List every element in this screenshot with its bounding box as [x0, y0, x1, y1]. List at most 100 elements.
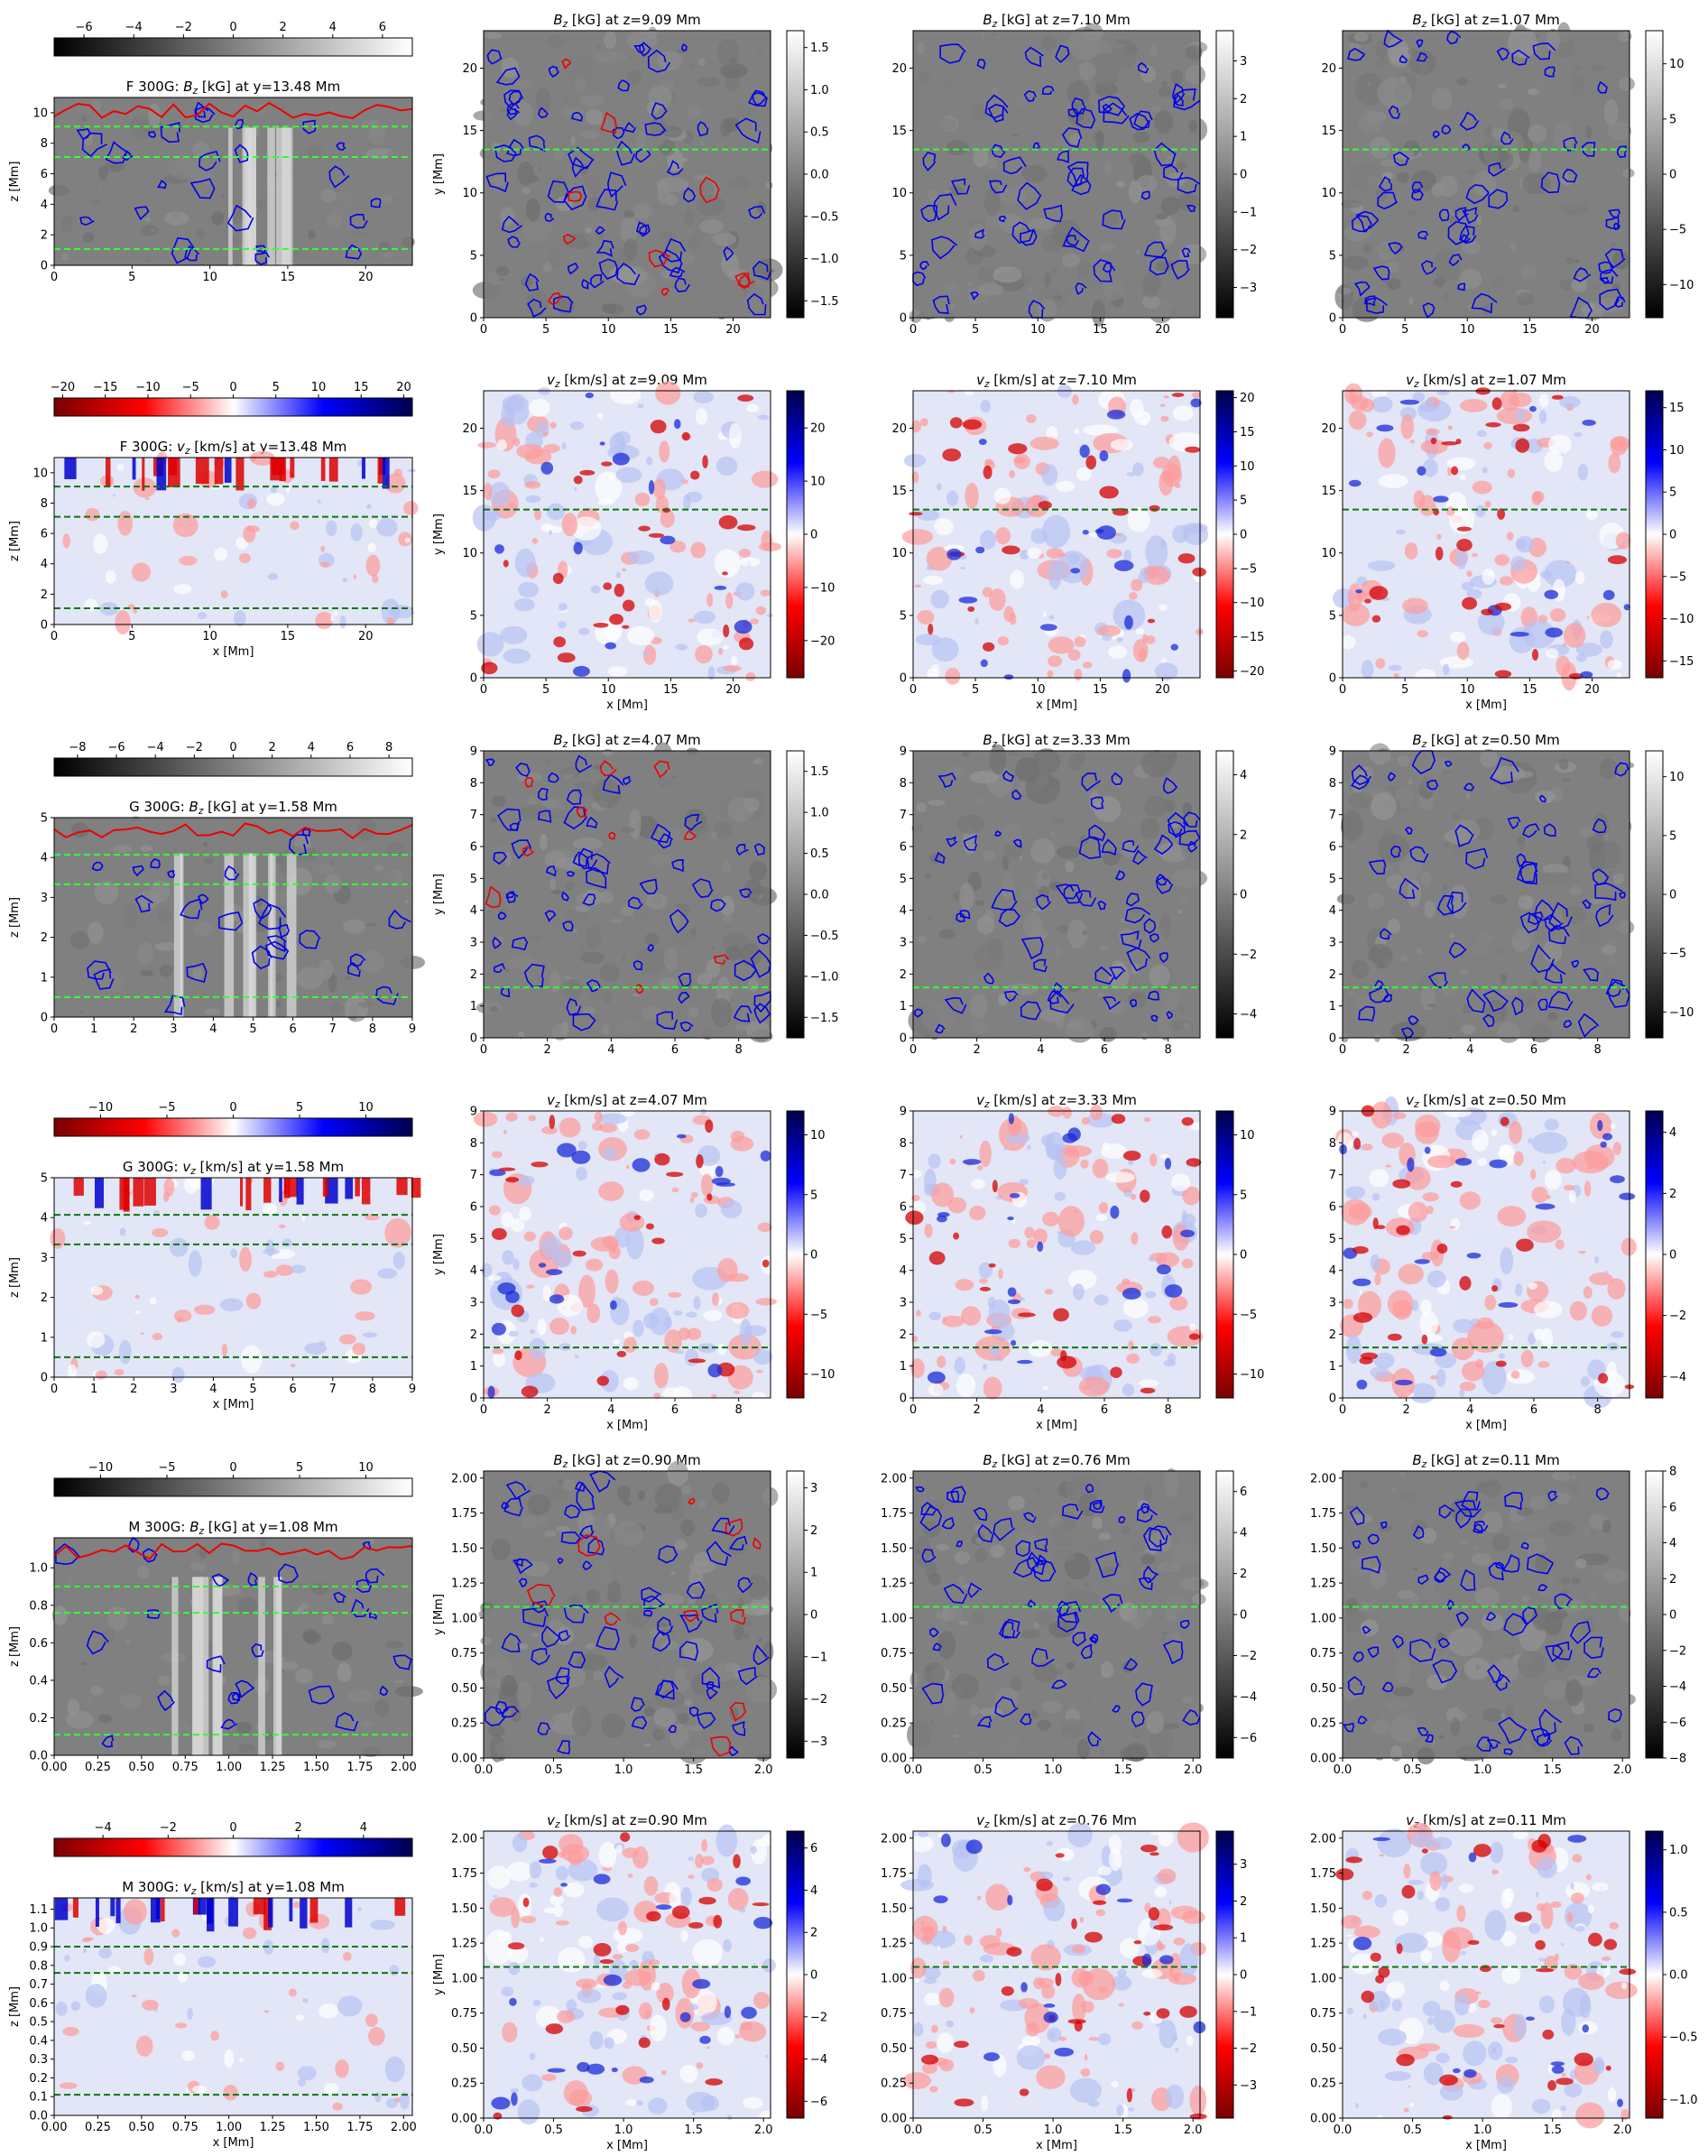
blue-contour: [1174, 93, 1185, 106]
side-panel-G-bz: −8 −6 −4 −2 0 2 4 6 8G 300G: Bz [kG] at y=1.58 M…: [8, 741, 426, 1036]
field-texture-blob: [1420, 440, 1448, 455]
field-texture-blob: [384, 473, 406, 494]
field-texture-blob: [625, 1226, 644, 1260]
flow-feature: [1161, 1225, 1173, 1239]
field-texture-blob: [1571, 277, 1588, 292]
field-texture-blob: [531, 868, 538, 874]
colorbar-tick-label: −1.5: [810, 1012, 839, 1025]
field-texture-blob: [365, 922, 377, 928]
field-texture-blob: [593, 779, 622, 809]
field-texture-blob: [370, 119, 378, 136]
flow-feature: [572, 1250, 586, 1257]
field-texture-blob: [1559, 395, 1581, 409]
blue-contour: [956, 1541, 963, 1548]
field-texture-blob: [286, 104, 294, 111]
blue-contour: [639, 878, 659, 895]
field-texture-blob: [678, 254, 695, 264]
blue-contour: [351, 1598, 370, 1618]
blue-contour: [987, 103, 1009, 123]
field-texture-blob: [586, 1303, 601, 1324]
field-texture-blob: [929, 2086, 938, 2093]
colorbar-tick-label: 3: [810, 1482, 817, 1495]
colorbar-tick-label: 10: [1669, 771, 1685, 784]
field-texture-blob: [236, 1596, 258, 1615]
y-tick-label: 4: [1329, 1264, 1336, 1278]
blue-contour: [495, 67, 521, 86]
blue-contour: [706, 1680, 716, 1689]
field-texture-blob: [1138, 572, 1149, 584]
field-texture-blob: [749, 618, 760, 625]
field-texture-blob: [1442, 1557, 1453, 1566]
y-tick-label: 15: [1321, 485, 1336, 498]
field-texture-blob: [1101, 208, 1120, 227]
field-texture-blob: [485, 32, 503, 40]
field-texture-blob: [948, 985, 960, 1000]
field-texture-blob: [561, 513, 578, 537]
blue-contour: [1537, 1732, 1553, 1747]
field-texture-blob: [1126, 472, 1135, 477]
blue-contour: [1062, 226, 1090, 253]
flow-feature: [1055, 1972, 1062, 1986]
blue-contour: [1595, 903, 1614, 928]
axes-frame: [53, 1897, 413, 2116]
field-texture-blob: [901, 529, 934, 545]
field-texture-blob: [1461, 1361, 1485, 1382]
blue-contour: [1085, 1484, 1094, 1494]
field-texture-blob: [263, 1248, 280, 1255]
field-texture-blob: [487, 469, 501, 479]
field-texture-blob: [1149, 964, 1170, 988]
field-texture-blob: [1393, 672, 1399, 678]
field-texture-blob: [1605, 1981, 1638, 2000]
blue-contour: [1111, 772, 1123, 786]
field-texture-blob: [945, 667, 961, 685]
blue-contour: [1098, 96, 1126, 116]
red-contour: [577, 1534, 601, 1557]
field-texture-blob: [1556, 1158, 1576, 1174]
colorbar-tick-label: 0.5: [810, 847, 829, 861]
blue-contour: [723, 245, 734, 262]
x-tick-label: 0.5: [974, 2124, 992, 2137]
colorbar-tick-label: −10: [1240, 597, 1264, 610]
field-texture-blob: [1170, 1905, 1199, 1920]
flow-feature: [1007, 1894, 1013, 1906]
blue-contour: [1343, 1722, 1355, 1733]
field-texture-blob: [296, 967, 324, 990]
flow-feature: [545, 1269, 563, 1275]
y-tick-label: 8: [900, 1137, 907, 1151]
field-texture-blob: [384, 1641, 404, 1649]
x-tick-label: 4: [1037, 1043, 1044, 1057]
flow-feature: [542, 1846, 559, 1860]
field-texture-blob: [745, 1676, 778, 1704]
field-texture-blob: [564, 882, 575, 891]
field-texture-blob: [1010, 569, 1024, 589]
field-texture-blob: [1097, 1986, 1109, 1994]
flow-feature: [1421, 1334, 1428, 1345]
y-tick-label: 4: [900, 1264, 907, 1278]
field-texture-blob: [1573, 432, 1583, 437]
field-texture-blob: [1185, 64, 1205, 86]
flow-feature: [601, 461, 613, 467]
field-texture-blob: [639, 1189, 654, 1202]
field-texture-blob: [1505, 2056, 1519, 2064]
x-tick-label: 20: [725, 323, 741, 337]
field-texture-blob: [1447, 425, 1453, 430]
field-texture-blob: [689, 1197, 695, 1203]
colorbar-tick-label: −2: [186, 741, 203, 754]
field-texture-blob: [1569, 1300, 1587, 1321]
surface-flow-cell: [290, 458, 295, 478]
blue-contour: [915, 1485, 925, 1493]
blue-contour: [81, 132, 108, 158]
field-texture-blob: [535, 2005, 561, 2029]
field-texture-blob: [300, 1603, 309, 1609]
surface-flow-cell: [263, 1898, 272, 1930]
field-texture-blob: [1128, 153, 1147, 168]
blue-contour: [1129, 112, 1149, 131]
field-texture-blob: [961, 1306, 982, 1326]
field-texture-blob: [1178, 1003, 1186, 1013]
colorbar-tick-label: −6: [810, 2096, 827, 2109]
x-tick-label: 0: [1339, 323, 1346, 337]
flow-feature: [1339, 1143, 1347, 1155]
flow-feature: [489, 1169, 506, 1177]
surface-flow-cell: [345, 1898, 353, 1928]
flow-feature: [1111, 1114, 1126, 1124]
